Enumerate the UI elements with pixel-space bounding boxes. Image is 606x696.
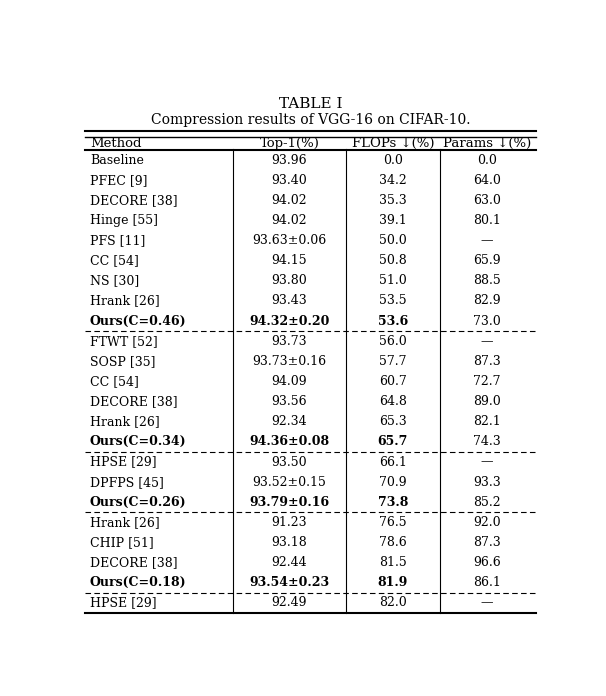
Text: 57.7: 57.7 [379, 355, 407, 368]
Text: 91.23: 91.23 [271, 516, 307, 529]
Text: 93.56: 93.56 [271, 395, 307, 408]
Text: Hinge [55]: Hinge [55] [90, 214, 158, 227]
Text: 50.8: 50.8 [379, 254, 407, 267]
Text: HPSE [29]: HPSE [29] [90, 596, 156, 610]
Text: FLOPs ↓(%): FLOPs ↓(%) [351, 137, 434, 150]
Text: 82.1: 82.1 [473, 416, 501, 428]
Text: 93.43: 93.43 [271, 294, 307, 308]
Text: 93.52±0.15: 93.52±0.15 [253, 475, 327, 489]
Text: 93.18: 93.18 [271, 536, 307, 549]
Text: Ours(C=0.18): Ours(C=0.18) [90, 576, 187, 590]
Text: 93.96: 93.96 [271, 154, 307, 166]
Text: Baseline: Baseline [90, 154, 144, 166]
Text: 93.40: 93.40 [271, 174, 307, 187]
Text: CHIP [51]: CHIP [51] [90, 536, 153, 549]
Text: 85.2: 85.2 [473, 496, 501, 509]
Text: —: — [481, 596, 493, 610]
Text: PFS [11]: PFS [11] [90, 234, 145, 247]
Text: 50.0: 50.0 [379, 234, 407, 247]
Text: SOSP [35]: SOSP [35] [90, 355, 155, 368]
Text: 76.5: 76.5 [379, 516, 407, 529]
Text: 82.0: 82.0 [379, 596, 407, 610]
Text: 63.0: 63.0 [473, 193, 501, 207]
Text: 94.15: 94.15 [271, 254, 307, 267]
Text: —: — [481, 455, 493, 468]
Text: DPFPS [45]: DPFPS [45] [90, 475, 164, 489]
Text: Compression results of VGG-16 on CIFAR-10.: Compression results of VGG-16 on CIFAR-1… [151, 113, 470, 127]
Text: 53.6: 53.6 [378, 315, 408, 328]
Text: 81.9: 81.9 [378, 576, 408, 590]
Text: TABLE I: TABLE I [279, 97, 342, 111]
Text: 93.79±0.16: 93.79±0.16 [250, 496, 330, 509]
Text: 93.80: 93.80 [271, 274, 307, 287]
Text: 92.44: 92.44 [271, 556, 307, 569]
Text: CC [54]: CC [54] [90, 254, 139, 267]
Text: 64.8: 64.8 [379, 395, 407, 408]
Text: 82.9: 82.9 [473, 294, 501, 308]
Text: 56.0: 56.0 [379, 335, 407, 348]
Text: 88.5: 88.5 [473, 274, 501, 287]
Text: DECORE [38]: DECORE [38] [90, 556, 178, 569]
Text: 87.3: 87.3 [473, 536, 501, 549]
Text: 80.1: 80.1 [473, 214, 501, 227]
Text: 89.0: 89.0 [473, 395, 501, 408]
Text: 64.0: 64.0 [473, 174, 501, 187]
Text: 66.1: 66.1 [379, 455, 407, 468]
Text: 53.5: 53.5 [379, 294, 407, 308]
Text: 51.0: 51.0 [379, 274, 407, 287]
Text: 73.0: 73.0 [473, 315, 501, 328]
Text: 94.02: 94.02 [271, 214, 307, 227]
Text: Ours(C=0.26): Ours(C=0.26) [90, 496, 187, 509]
Text: DECORE [38]: DECORE [38] [90, 193, 178, 207]
Text: 74.3: 74.3 [473, 436, 501, 448]
Text: 65.9: 65.9 [473, 254, 501, 267]
Text: 96.6: 96.6 [473, 556, 501, 569]
Text: 87.3: 87.3 [473, 355, 501, 368]
Text: 35.3: 35.3 [379, 193, 407, 207]
Text: Ours(C=0.46): Ours(C=0.46) [90, 315, 187, 328]
Text: DECORE [38]: DECORE [38] [90, 395, 178, 408]
Text: 81.5: 81.5 [379, 556, 407, 569]
Text: 70.9: 70.9 [379, 475, 407, 489]
Text: 94.09: 94.09 [271, 375, 307, 388]
Text: Hrank [26]: Hrank [26] [90, 416, 159, 428]
Text: FTWT [52]: FTWT [52] [90, 335, 158, 348]
Text: 92.49: 92.49 [271, 596, 307, 610]
Text: Ours(C=0.34): Ours(C=0.34) [90, 436, 187, 448]
Text: CC [54]: CC [54] [90, 375, 139, 388]
Text: 92.0: 92.0 [473, 516, 501, 529]
Text: 92.34: 92.34 [271, 416, 307, 428]
Text: 93.63±0.06: 93.63±0.06 [252, 234, 327, 247]
Text: 93.54±0.23: 93.54±0.23 [250, 576, 330, 590]
Text: 72.7: 72.7 [473, 375, 501, 388]
Text: 0.0: 0.0 [383, 154, 403, 166]
Text: 60.7: 60.7 [379, 375, 407, 388]
Text: 93.3: 93.3 [473, 475, 501, 489]
Text: 86.1: 86.1 [473, 576, 501, 590]
Text: —: — [481, 234, 493, 247]
Text: Params ↓(%): Params ↓(%) [442, 137, 531, 150]
Text: 34.2: 34.2 [379, 174, 407, 187]
Text: Hrank [26]: Hrank [26] [90, 294, 159, 308]
Text: NS [30]: NS [30] [90, 274, 139, 287]
Text: 39.1: 39.1 [379, 214, 407, 227]
Text: 94.36±0.08: 94.36±0.08 [250, 436, 330, 448]
Text: 94.02: 94.02 [271, 193, 307, 207]
Text: 0.0: 0.0 [477, 154, 497, 166]
Text: HPSE [29]: HPSE [29] [90, 455, 156, 468]
Text: PFEC [9]: PFEC [9] [90, 174, 147, 187]
Text: 93.50: 93.50 [271, 455, 307, 468]
Text: —: — [481, 335, 493, 348]
Text: 93.73±0.16: 93.73±0.16 [252, 355, 327, 368]
Text: Top-1(%): Top-1(%) [259, 137, 319, 150]
Text: 73.8: 73.8 [378, 496, 408, 509]
Text: 93.73: 93.73 [271, 335, 307, 348]
Text: 94.32±0.20: 94.32±0.20 [249, 315, 330, 328]
Text: 65.7: 65.7 [378, 436, 408, 448]
Text: Method: Method [90, 137, 141, 150]
Text: Hrank [26]: Hrank [26] [90, 516, 159, 529]
Text: 78.6: 78.6 [379, 536, 407, 549]
Text: 65.3: 65.3 [379, 416, 407, 428]
